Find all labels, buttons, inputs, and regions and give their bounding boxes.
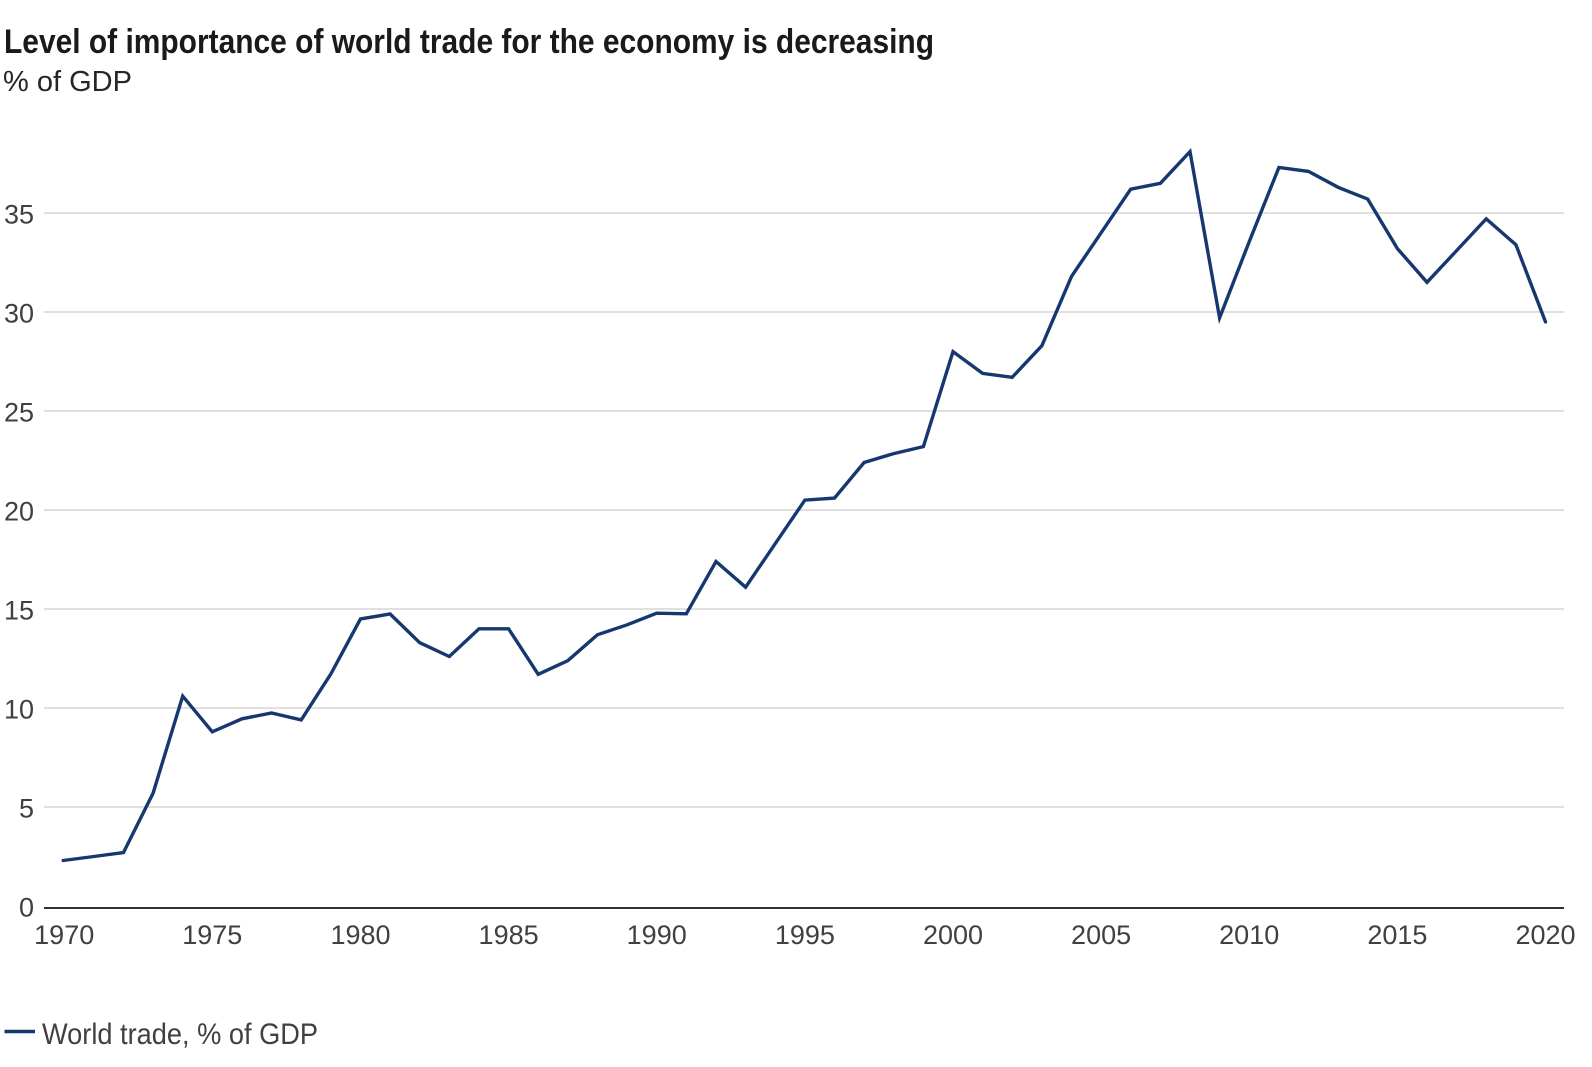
svg-text:10: 10 <box>4 695 34 725</box>
svg-text:2000: 2000 <box>923 920 983 950</box>
svg-text:25: 25 <box>4 398 34 428</box>
svg-text:1990: 1990 <box>627 920 687 950</box>
svg-text:% of GDP: % of GDP <box>3 66 132 98</box>
svg-text:1985: 1985 <box>479 920 539 950</box>
svg-text:1975: 1975 <box>182 920 242 950</box>
svg-text:2005: 2005 <box>1071 920 1131 950</box>
svg-text:20: 20 <box>4 497 34 527</box>
svg-text:2015: 2015 <box>1367 920 1427 950</box>
svg-text:35: 35 <box>4 200 34 230</box>
svg-text:30: 30 <box>4 299 34 329</box>
svg-text:World trade, % of GDP: World trade, % of GDP <box>42 1018 318 1051</box>
svg-text:5: 5 <box>19 794 34 824</box>
svg-text:1970: 1970 <box>34 920 94 950</box>
svg-text:1995: 1995 <box>775 920 835 950</box>
svg-text:1980: 1980 <box>330 920 390 950</box>
svg-text:2010: 2010 <box>1219 920 1279 950</box>
svg-text:2020: 2020 <box>1515 920 1575 950</box>
svg-text:0: 0 <box>19 893 34 923</box>
svg-text:Level of importance of world t: Level of importance of world trade for t… <box>4 23 934 61</box>
svg-text:15: 15 <box>4 596 34 626</box>
